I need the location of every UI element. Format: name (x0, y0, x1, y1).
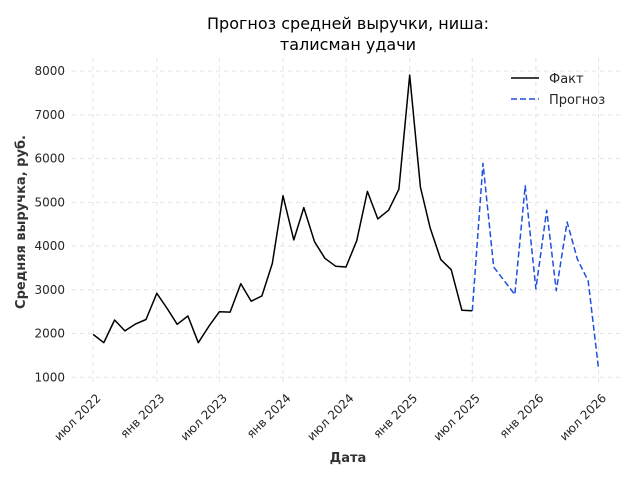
y-tick-label: 5000 (34, 195, 65, 209)
x-tick-label: июл 2023 (178, 391, 230, 443)
y-tick-label: 8000 (34, 64, 65, 78)
x-tick-label: июл 2025 (431, 391, 483, 443)
x-axis-label: Дата (330, 451, 367, 466)
series-lines (92, 74, 600, 370)
y-tick-label: 4000 (34, 239, 65, 253)
y-axis: 1000 2000 3000 4000 5000 6000 7000 8000 (34, 64, 65, 384)
y-tick-label: 7000 (34, 108, 65, 122)
x-tick-label: июл 2026 (557, 391, 609, 443)
x-axis: июл 2022 янв 2023 июл 2023 янв 2024 июл 2024… (51, 391, 609, 443)
y-tick-label: 6000 (34, 152, 65, 166)
x-tick-label: янв 2025 (370, 391, 420, 441)
x-tick-label: июл 2024 (304, 391, 356, 443)
x-tick-label: июл 2022 (51, 391, 103, 443)
series-line-1 (92, 74, 473, 344)
chart-title: Прогноз средней выручки, ниша: талисман у… (207, 14, 489, 54)
grid (72, 58, 620, 386)
series-line-2 (471, 162, 600, 370)
y-tick-label: 3000 (34, 283, 65, 297)
x-tick-label: янв 2024 (244, 391, 294, 441)
legend-label: Факт (549, 72, 584, 87)
x-tick-label: янв 2026 (497, 391, 547, 441)
legend: Факт Прогноз (511, 72, 605, 108)
legend-label: Прогноз (549, 93, 605, 108)
chart-title-line: талисман удачи (280, 35, 416, 54)
y-tick-label: 1000 (34, 370, 65, 384)
x-tick-label: янв 2023 (118, 391, 168, 441)
y-tick-label: 2000 (34, 327, 65, 341)
chart-title-line: Прогноз средней выручки, ниша: (207, 14, 489, 33)
y-axis-label: Средняя выручка, руб. (14, 135, 29, 309)
